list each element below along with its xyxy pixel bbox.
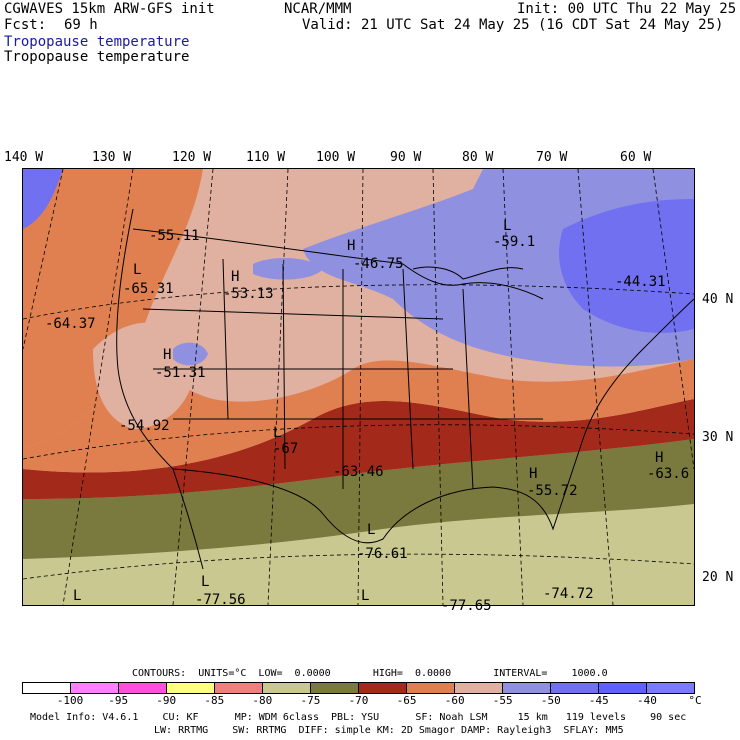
map-label-letter: H [231, 269, 240, 285]
color-swatch [263, 683, 311, 693]
map-label-letter: H [347, 238, 356, 254]
map-label-value: -65.31 [123, 281, 174, 297]
lon-label: 60 W [620, 150, 652, 165]
map-label-letter: L [133, 262, 142, 278]
lon-label: 140 W [4, 150, 44, 165]
lon-label: 90 W [390, 150, 422, 165]
map-label-value: -55.11 [149, 228, 200, 244]
color-legend-label: -80 [252, 694, 273, 707]
lon-label: 80 W [462, 150, 494, 165]
valid-time: Valid: 21 UTC Sat 24 May 25 (16 CDT Sat … [302, 17, 724, 33]
color-legend-label: -85 [204, 694, 225, 707]
init-time: Init: 00 UTC Thu 22 May 25 [517, 1, 737, 17]
center-name: NCAR/MMM [284, 1, 352, 17]
color-swatch [119, 683, 167, 693]
map-label-letter: L [273, 425, 282, 441]
color-legend-label: -90 [156, 694, 177, 707]
color-swatch [551, 683, 599, 693]
color-legend-label: °C [688, 694, 702, 707]
color-legend-label: -100 [56, 694, 84, 707]
color-swatch [359, 683, 407, 693]
fcst-label: Fcst: [4, 17, 47, 33]
map-label-letter: H [163, 347, 172, 363]
map-label-letter: L [503, 218, 512, 234]
map-label-value: -63.46 [333, 464, 384, 480]
lat-label: 30 N [702, 430, 734, 445]
color-legend-label: -75 [300, 694, 321, 707]
map-label-value: -64.37 [45, 316, 96, 332]
contour-info: CONTOURS: UNITS=°C LOW= 0.0000 HIGH= 0.0… [132, 668, 608, 679]
color-legend-label: -95 [108, 694, 129, 707]
color-swatch [215, 683, 263, 693]
color-legend-label: -50 [540, 694, 561, 707]
color-legend-bar [22, 682, 695, 694]
map-label-value: -54.92 [119, 418, 170, 434]
map-label-letter: L [73, 588, 82, 604]
map-label-letter: H [529, 466, 538, 482]
lon-label: 120 W [172, 150, 212, 165]
map-label-letter: H [655, 450, 664, 466]
field-title-1: Tropopause temperature [4, 34, 190, 50]
color-swatch [407, 683, 455, 693]
lat-label: 20 N [702, 570, 734, 585]
color-swatch [455, 683, 503, 693]
map-label-value: -74.72 [543, 586, 594, 602]
color-swatch [503, 683, 551, 693]
color-legend-label: -70 [348, 694, 369, 707]
model-info-line-1: Model Info: V4.6.1 CU: KF MP: WDM 6class… [30, 712, 687, 723]
color-legend-label: -55 [492, 694, 513, 707]
map-label-value: -77.56 [195, 592, 246, 608]
lat-label: 40 N [702, 292, 734, 307]
color-swatch [71, 683, 119, 693]
map-label-value: -53.13 [223, 286, 274, 302]
map-label-value: -59.1 [493, 234, 536, 250]
model-title: CGWAVES 15km ARW-GFS init [4, 1, 215, 17]
map-label-letter: L [367, 522, 376, 538]
map-label-value: -77.65 [441, 598, 492, 614]
fcst-value: 69 h [64, 17, 98, 33]
map-label-value: -44.31 [615, 274, 666, 290]
color-legend-label: -60 [444, 694, 465, 707]
color-swatch [647, 683, 694, 693]
map-label-value: -63.6 [647, 466, 690, 482]
color-legend-label: -40 [636, 694, 657, 707]
map-label-value: -51.31 [155, 365, 206, 381]
lon-label: 100 W [316, 150, 356, 165]
map-canvas [23, 169, 694, 605]
color-swatch [599, 683, 647, 693]
color-legend-label: -45 [588, 694, 609, 707]
lon-label: 70 W [536, 150, 568, 165]
color-swatch [23, 683, 71, 693]
map-label-value: -76.61 [357, 546, 408, 562]
map-label-value: -55.72 [527, 483, 578, 499]
map-label-letter: L [361, 588, 370, 604]
color-legend-label: -65 [396, 694, 417, 707]
tropopause-temperature-map: L -65.31 -55.11 H -53.13 H -46.75 L -59.… [22, 168, 695, 613]
map-label-value: -46.75 [353, 256, 404, 272]
map-label-letter: L [201, 574, 210, 590]
model-info-line-2: LW: RRTMG SW: RRTMG DIFF: simple KM: 2D … [154, 725, 624, 736]
lon-label: 130 W [92, 150, 132, 165]
lon-label: 110 W [246, 150, 286, 165]
map-label-value: -67 [273, 441, 299, 457]
field-title-2: Tropopause temperature [4, 49, 190, 65]
color-swatch [167, 683, 215, 693]
color-swatch [311, 683, 359, 693]
